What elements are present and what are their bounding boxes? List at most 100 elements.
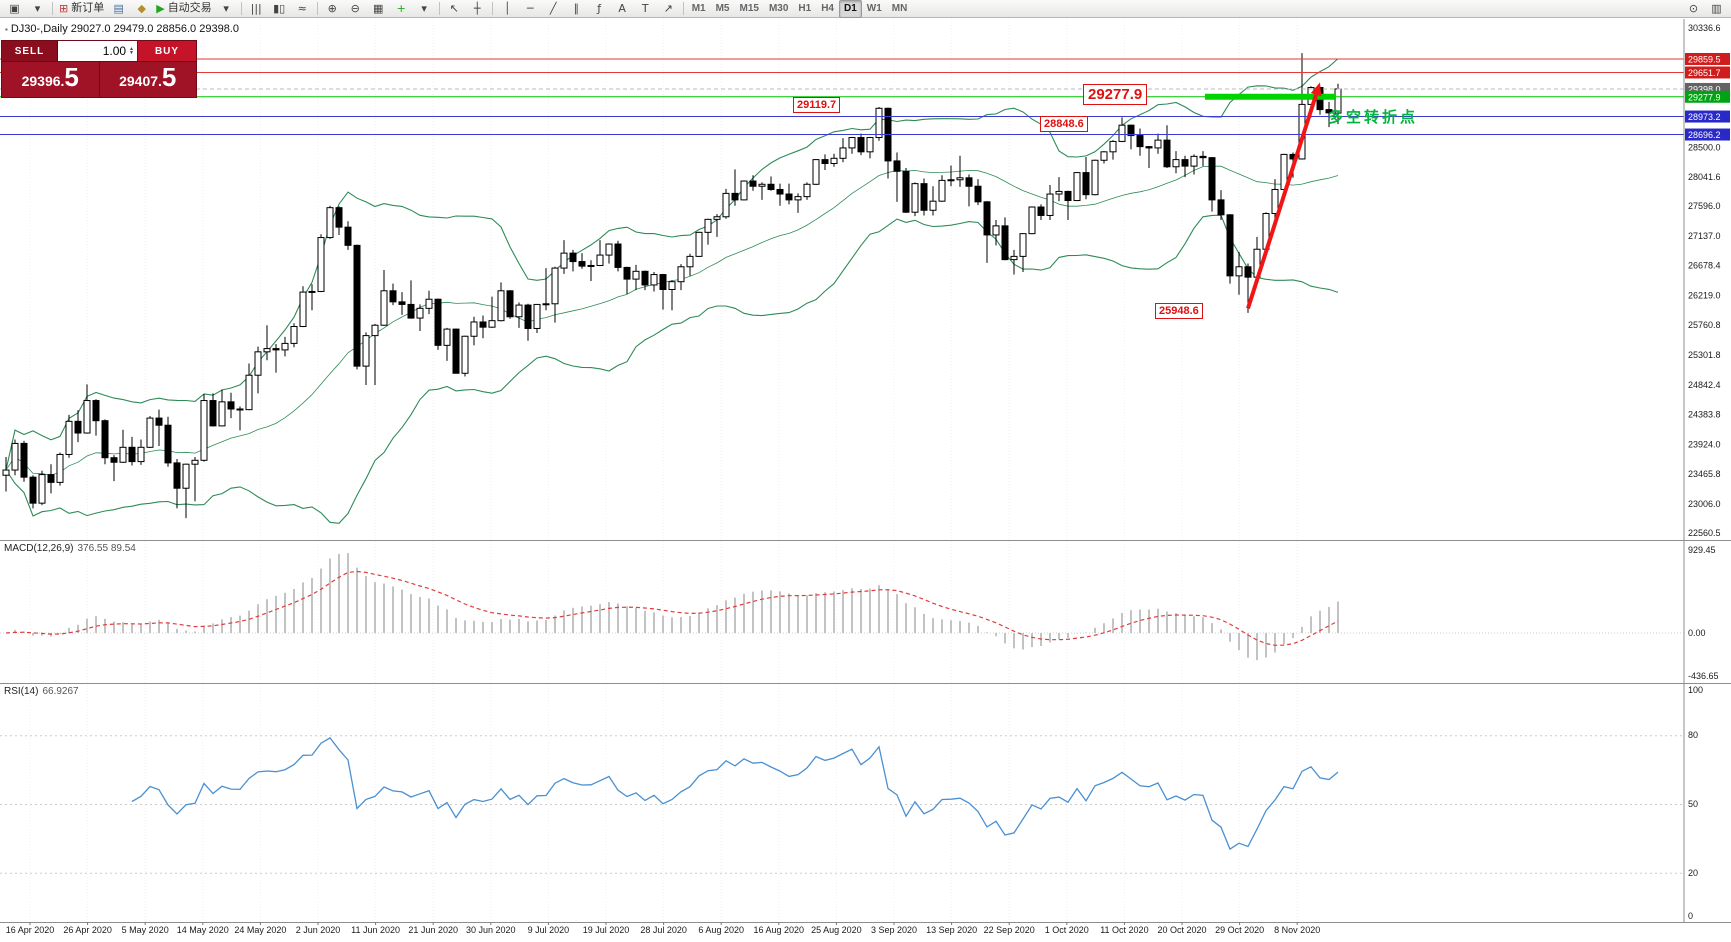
volume-value: 1.00 <box>102 44 127 58</box>
timeframe-h4[interactable]: H4 <box>821 3 834 14</box>
date-axis-label: 24 May 2020 <box>234 925 286 935</box>
date-axis-label: 30 Jun 2020 <box>466 925 516 935</box>
trendline-icon[interactable]: ╱ <box>549 2 557 15</box>
buy-button[interactable]: BUY <box>137 41 196 61</box>
arrows-tool-icon[interactable]: ↗ <box>663 2 673 15</box>
price-axis-label: 26678.4 <box>1688 261 1721 271</box>
price-axis-label: 23465.8 <box>1688 469 1721 479</box>
strategy-tester-icon[interactable]: ▥ <box>1711 2 1722 15</box>
cursor-icon[interactable]: ↖ <box>449 2 459 15</box>
window-dropdown-icon[interactable]: ▾ <box>34 2 41 15</box>
date-axis-label: 16 Aug 2020 <box>754 925 805 935</box>
search-icon[interactable]: ⊙ <box>1688 2 1699 15</box>
sell-price-dot: . <box>60 73 65 89</box>
indicators-dropdown-icon[interactable]: ▾ <box>421 2 427 15</box>
buy-price[interactable]: 29407. 5 <box>100 62 197 97</box>
fibonacci-icon[interactable]: ƒ <box>597 2 602 15</box>
tile-windows-icon[interactable]: ▦ <box>372 2 384 15</box>
sell-price-int: 29396 <box>21 73 61 89</box>
price-axis-label: 26219.0 <box>1688 290 1721 300</box>
date-axis-label: 25 Aug 2020 <box>811 925 862 935</box>
timeframe-mn[interactable]: MN <box>891 3 908 14</box>
candlestick-chart-icon[interactable]: ▮▯ <box>273 2 286 15</box>
timeframe-m1[interactable]: M1 <box>691 3 706 14</box>
price-tag: 29277.9 <box>1685 90 1730 103</box>
date-axis-label: 5 May 2020 <box>122 925 169 935</box>
date-axis-label: 6 Aug 2020 <box>698 925 744 935</box>
indicators-add-icon[interactable]: + <box>396 2 406 15</box>
rsi-line <box>131 737 1339 851</box>
price-axis-label: 24842.4 <box>1688 380 1721 390</box>
date-axis-label: 21 Jun 2020 <box>408 925 458 935</box>
one-click-trading-panel: SELL 1.00 ▲ ▼ BUY 29396. 5 29407. 5 <box>1 40 197 98</box>
sell-price[interactable]: 29396. 5 <box>2 62 100 97</box>
new-order-button[interactable]: ⊞ 新订单 <box>59 2 105 15</box>
horizontal-line-icon[interactable]: ─ <box>526 2 534 15</box>
date-axis-label: 3 Sep 2020 <box>871 925 917 935</box>
alerts-icon[interactable]: ◆ <box>137 2 146 15</box>
toolbar-separator <box>491 2 493 15</box>
vertical-line-icon[interactable]: │ <box>503 2 511 15</box>
line-chart-icon[interactable]: ≈ <box>297 2 307 15</box>
price-callout-25948[interactable]: 25948.6 <box>1155 303 1203 319</box>
date-axis-label: 13 Sep 2020 <box>926 925 977 935</box>
price-tag: 28973.2 <box>1685 110 1730 123</box>
date-axis-label: 11 Oct 2020 <box>1100 925 1148 935</box>
macd-signal-line <box>5 570 1339 646</box>
macd-axis-label: 929.45 <box>1688 545 1716 555</box>
timeframe-h1[interactable]: H1 <box>798 3 812 14</box>
price-scale-background <box>1685 19 1731 922</box>
price-axis-label: 22560.5 <box>1688 528 1721 538</box>
bar-chart-icon[interactable]: ||| <box>250 2 262 15</box>
date-axis-label: 22 Sep 2020 <box>984 925 1035 935</box>
date-axis-label: 20 Oct 2020 <box>1157 925 1206 935</box>
svg-text:29277.9: 29277.9 <box>1688 92 1721 102</box>
note-bull-bear-turning-point[interactable]: 多空转折点 <box>1328 109 1419 126</box>
price-callout-29277[interactable]: 29277.9 <box>1083 84 1148 105</box>
date-axis-label: 14 May 2020 <box>177 925 229 935</box>
market-depth-icon[interactable]: ▤ <box>113 2 124 15</box>
toolbar-separator <box>316 2 318 15</box>
price-callout-28848[interactable]: 28848.6 <box>1040 116 1088 132</box>
price-axis-label: 30336.6 <box>1688 23 1721 33</box>
timeframe-m15[interactable]: M15 <box>739 3 759 14</box>
price-callout-29119[interactable]: 29119.7 <box>793 97 841 113</box>
zoom-out-icon[interactable]: ⊖ <box>350 2 360 15</box>
text-label-icon[interactable]: T <box>641 2 649 15</box>
macd-axis-label: 0.00 <box>1688 628 1706 638</box>
timeframe-m5[interactable]: M5 <box>715 3 730 14</box>
autotrading-dropdown-icon[interactable]: ▾ <box>223 2 229 15</box>
text-icon[interactable]: A <box>618 2 626 15</box>
chart-window-icon[interactable]: ▣ <box>9 2 20 15</box>
trend-arrow[interactable] <box>1246 82 1322 309</box>
sell-button[interactable]: SELL <box>2 41 58 61</box>
rsi-axis-label: 100 <box>1688 685 1703 695</box>
volume-input[interactable]: 1.00 ▲ ▼ <box>58 41 137 61</box>
price-tag: 29859.5 <box>1685 52 1730 65</box>
timeframe-d1[interactable]: D1 <box>839 0 862 18</box>
rsi-axis-label: 20 <box>1688 868 1698 878</box>
date-axis-label: 26 Apr 2020 <box>63 925 112 935</box>
price-axis-label: 28500.0 <box>1688 142 1721 152</box>
svg-text:29398.0: 29398.0 <box>1688 84 1721 94</box>
svg-text:29859.5: 29859.5 <box>1688 54 1721 64</box>
timeframe-w1[interactable]: W1 <box>866 3 882 14</box>
crosshair-icon[interactable]: ┼ <box>473 2 481 15</box>
volume-spinner[interactable]: ▲ ▼ <box>129 46 134 56</box>
price-tag: 29651.7 <box>1685 66 1730 79</box>
date-axis-label: 2 Jun 2020 <box>296 925 341 935</box>
zoom-in-icon[interactable]: ⊕ <box>327 2 337 15</box>
date-axis-label: 19 Jul 2020 <box>583 925 630 935</box>
autotrading-button[interactable]: ▶ 自动交易 <box>156 2 212 15</box>
price-axis-label: 24383.8 <box>1688 410 1721 420</box>
rsi-axis-label: 0 <box>1688 911 1693 921</box>
price-axis-label: 27596.0 <box>1688 201 1721 211</box>
date-axis-label: 9 Jul 2020 <box>528 925 570 935</box>
toolbar-separator <box>682 2 684 15</box>
timeframe-m30[interactable]: M30 <box>768 3 789 14</box>
toolbar-separator <box>240 2 242 15</box>
channel-icon[interactable]: ∥ <box>573 2 579 15</box>
price-axis-label: 28041.6 <box>1688 172 1721 182</box>
price-axis-label: 25760.8 <box>1688 320 1721 330</box>
